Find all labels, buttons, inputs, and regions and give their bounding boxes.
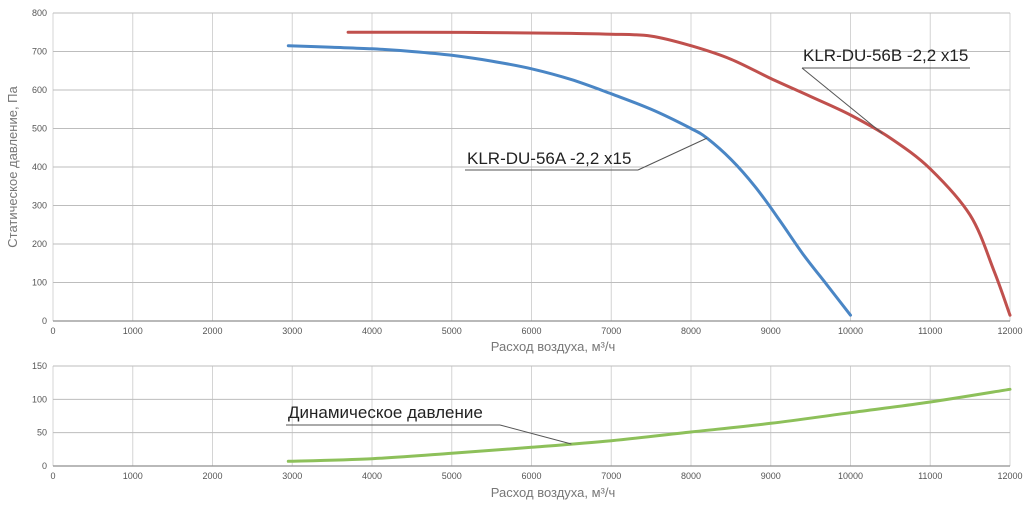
y-tick-label-1-2: 100 (32, 394, 47, 404)
series-line-0-1 (346, 30, 1012, 317)
x-tick-label-1-4: 4000 (362, 471, 382, 481)
x-tick-label-0-3: 3000 (282, 326, 302, 336)
x-tick-label-1-0: 0 (50, 471, 55, 481)
y-tick-label-1-3: 150 (32, 361, 47, 371)
x-tick-label-0-5: 5000 (442, 326, 462, 336)
x-tick-label-0-12: 12000 (997, 326, 1022, 336)
x-tick-label-1-9: 9000 (761, 471, 781, 481)
y-axis-title-0: Статическое давление, Па (5, 86, 20, 248)
x-tick-label-0-10: 10000 (838, 326, 863, 336)
x-tick-label-1-3: 3000 (282, 471, 302, 481)
x-tick-label-0-1: 1000 (123, 326, 143, 336)
y-tick-label-0-0: 0 (42, 316, 47, 326)
y-tick-label-1-1: 50 (37, 428, 47, 438)
x-tick-label-1-5: 5000 (442, 471, 462, 481)
x-tick-label-1-10: 10000 (838, 471, 863, 481)
series-label-0-0: KLR-DU-56A -2,2 x15 (467, 149, 631, 168)
y-tick-label-0-6: 600 (32, 85, 47, 95)
x-tick-label-0-7: 7000 (601, 326, 621, 336)
x-tick-label-1-2: 2000 (202, 471, 222, 481)
y-tick-label-0-4: 400 (32, 162, 47, 172)
y-tick-label-0-7: 700 (32, 47, 47, 57)
y-tick-label-0-8: 800 (32, 8, 47, 18)
x-tick-label-0-6: 6000 (521, 326, 541, 336)
callout-leader-1-0 (499, 424, 572, 445)
x-tick-label-0-11: 11000 (918, 326, 942, 336)
x-tick-label-1-12: 12000 (997, 471, 1022, 481)
y-tick-label-1-0: 0 (42, 461, 47, 471)
x-tick-label-0-9: 9000 (761, 326, 781, 336)
x-tick-label-1-7: 7000 (601, 471, 621, 481)
y-tick-label-0-2: 200 (32, 239, 47, 249)
x-tick-label-1-1: 1000 (123, 471, 143, 481)
callout-leader-0-0 (801, 67, 883, 134)
x-tick-label-0-2: 2000 (202, 326, 222, 336)
x-tick-label-1-11: 11000 (918, 471, 942, 481)
callout-leader-0-1 (637, 137, 708, 171)
y-tick-label-0-1: 100 (32, 278, 47, 288)
series-label-0-1: KLR-DU-56B -2,2 x15 (803, 46, 968, 65)
x-axis-title-1: Расход воздуха, м³/ч (491, 485, 616, 500)
y-tick-label-0-5: 500 (32, 124, 47, 134)
x-tick-label-0-8: 8000 (681, 326, 701, 336)
x-tick-label-0-0: 0 (50, 326, 55, 336)
y-tick-label-0-3: 300 (32, 201, 47, 211)
series-label-1-0: Динамическое давление (288, 403, 483, 422)
x-tick-label-1-8: 8000 (681, 471, 701, 481)
series-line-0-0 (286, 44, 852, 317)
series-line-1-0 (286, 387, 1012, 463)
x-axis-title-0: Расход воздуха, м³/ч (491, 339, 616, 354)
x-tick-label-0-4: 4000 (362, 326, 382, 336)
x-tick-label-1-6: 6000 (521, 471, 541, 481)
